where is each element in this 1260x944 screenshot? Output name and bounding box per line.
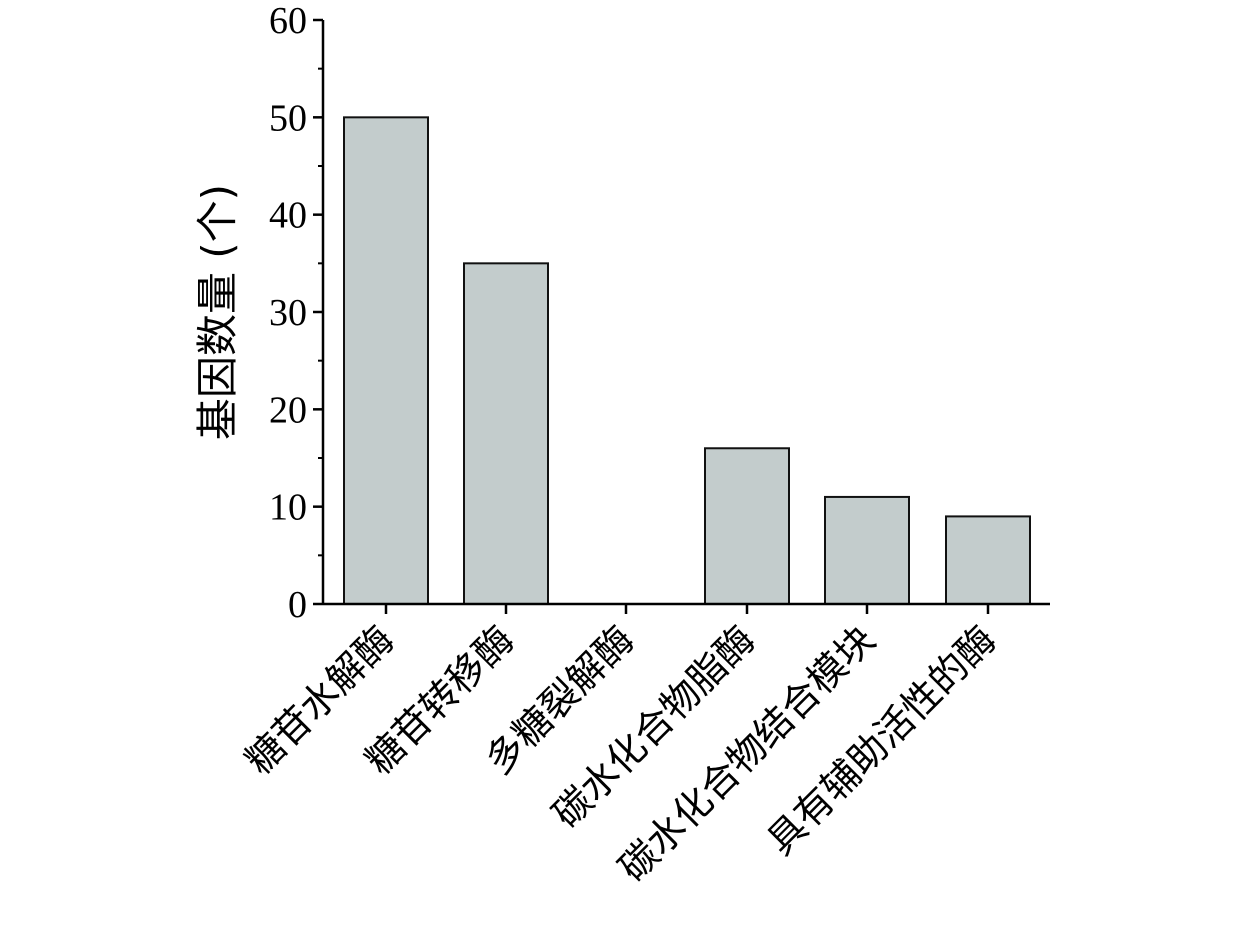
y-tick-label: 50: [269, 97, 307, 139]
bar: [704, 447, 790, 605]
bar: [945, 515, 1031, 606]
y-tick-label: 20: [269, 389, 307, 431]
bar: [824, 495, 910, 605]
y-tick-label: 40: [269, 195, 307, 237]
y-tick-label: 10: [269, 487, 307, 529]
bars-group: [343, 116, 1031, 606]
y-tick-label: 30: [269, 292, 307, 334]
y-axis-label: 基因数量 (个): [193, 184, 242, 440]
x-category-label: 具有辅助活性的酶: [758, 617, 1004, 863]
y-ticks-group: 0 10 20 30 40 50 60: [269, 0, 323, 626]
y-tick-label: 0: [288, 584, 307, 626]
axes-group: [321, 20, 1050, 606]
bar: [463, 262, 549, 605]
y-tick-label: 60: [269, 0, 307, 42]
bar: [343, 116, 429, 605]
